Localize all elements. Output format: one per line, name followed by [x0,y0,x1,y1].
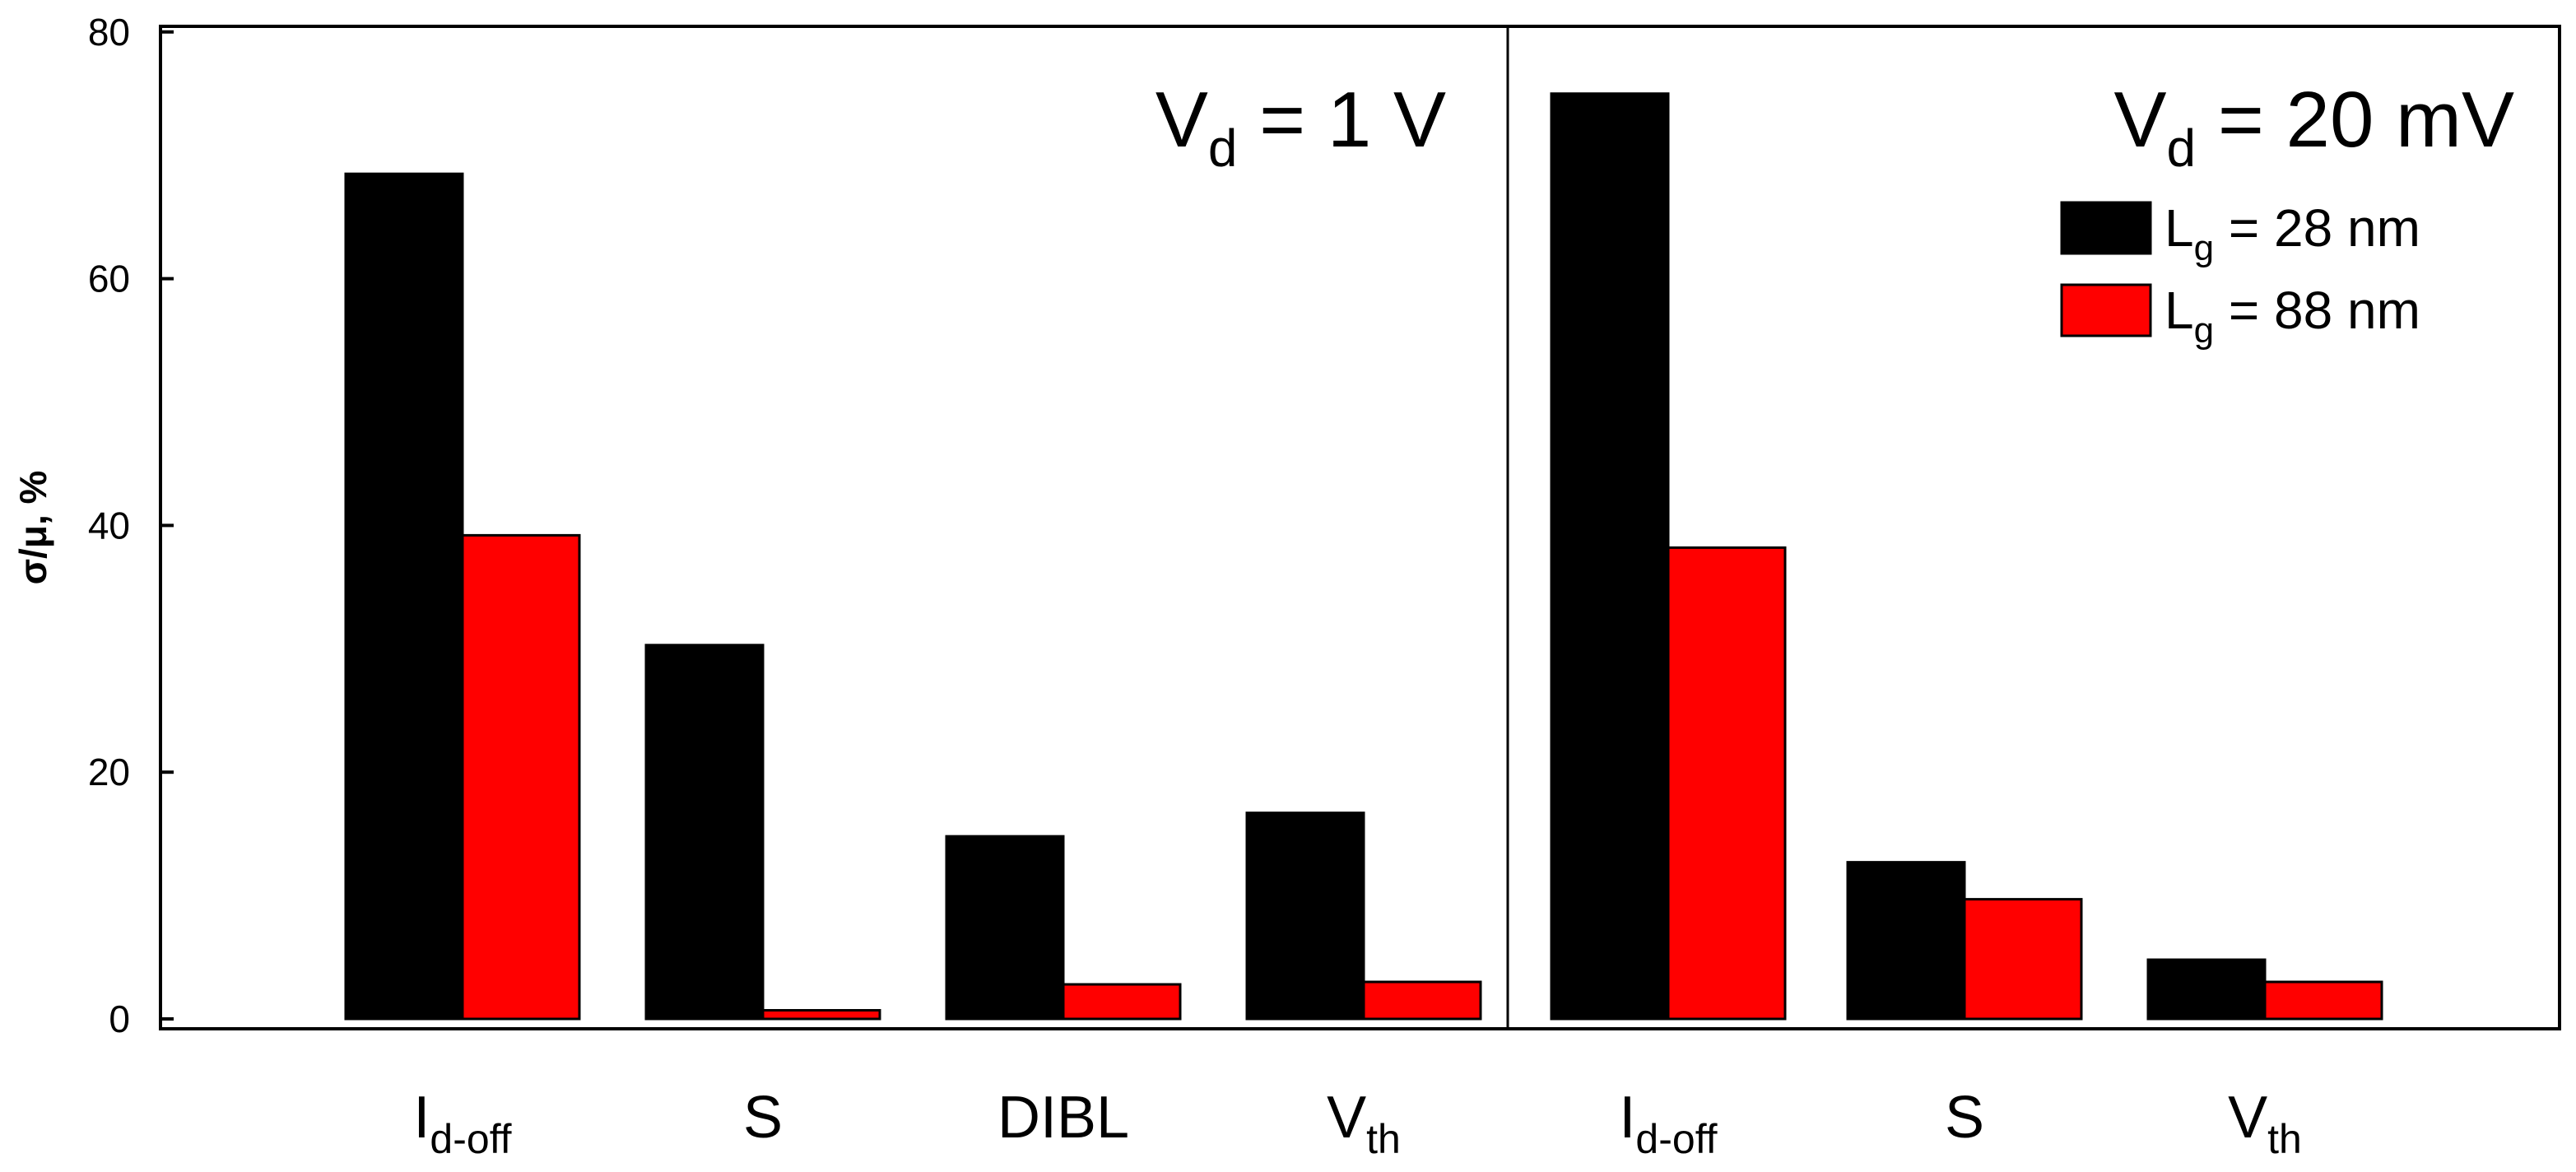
bar-vth-lg-88-nm [2263,980,2383,1021]
bar-s-lg-88-nm [761,1009,881,1021]
bar-id-off-lg-28-nm [344,172,464,1021]
bar-id-off-lg-88-nm [1667,546,1787,1021]
bar-s-lg-88-nm [1963,898,2083,1021]
y-tick-label: 0 [109,998,130,1040]
legend-label: Lg = 28 nm [2164,198,2420,268]
category-label-vth: Vth [2228,1085,2302,1162]
bar-id-off-lg-28-nm [1550,92,1670,1021]
bar-s-lg-28-nm [644,644,765,1021]
category-label-s: S [1945,1085,1984,1151]
bar-s-lg-28-nm [1846,861,1966,1021]
category-label-dibl: DIBL [997,1085,1129,1151]
panel-2: Id-off S Vth Vd = 20 mV [1550,76,2514,1162]
bar-vth-lg-28-nm [1245,812,1365,1021]
legend: Lg = 28 nm Lg = 88 nm [2060,198,2420,351]
panel-1: Id-off S DIBL Vth Vd = 1 V [344,76,1482,1162]
plot-frame [159,25,2561,1030]
legend-swatch [2060,201,2152,255]
legend-label: Lg = 88 nm [2164,281,2420,351]
y-tick-label: 20 [88,751,130,793]
category-label-id-off: Id-off [1619,1085,1717,1162]
category-label-vth: Vth [1327,1085,1401,1162]
panel-title: Vd = 20 mV [2114,76,2514,178]
bar-dibl-lg-88-nm [1062,983,1182,1021]
legend-swatch [2060,283,2152,337]
bar-vth-lg-28-nm [2146,958,2267,1021]
category-label-id-off: Id-off [413,1085,511,1162]
category-label-s: S [743,1085,783,1151]
bar-dibl-lg-28-nm [945,835,1065,1021]
y-tick-label: 80 [88,11,130,53]
panel-title: Vd = 1 V [1155,76,1446,178]
y-axis-label: σ/μ, % [12,471,54,585]
y-tick-label: 40 [88,504,130,546]
y-tick-label: 60 [88,258,130,300]
bar-id-off-lg-88-nm [461,533,581,1021]
bar-vth-lg-88-nm [1362,980,1482,1021]
